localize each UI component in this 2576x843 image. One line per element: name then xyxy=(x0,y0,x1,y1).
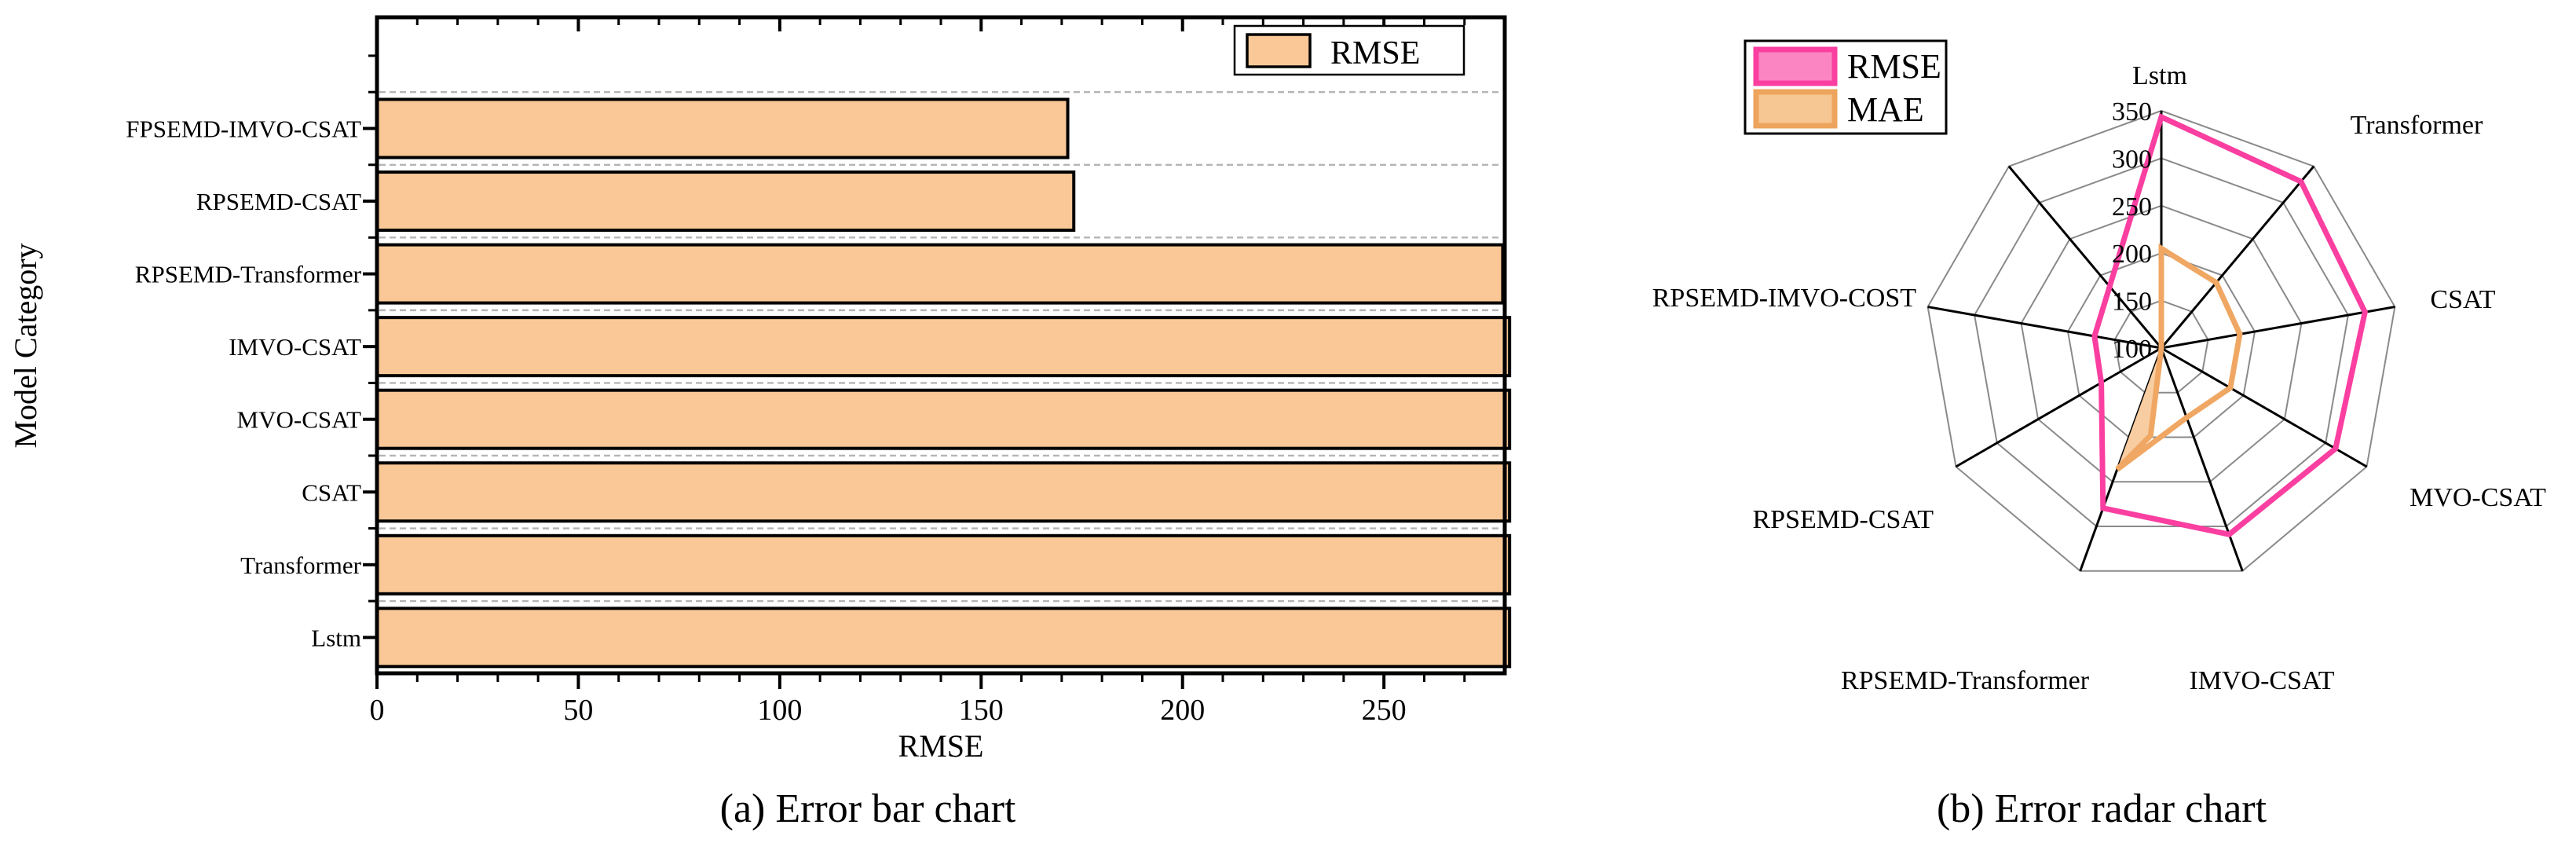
bar-xaxis-title: RMSE xyxy=(898,728,984,764)
rmse-bar xyxy=(375,461,1512,523)
radar-spoke xyxy=(2161,346,2368,468)
radar-category-label: CSAT xyxy=(2430,285,2495,314)
x-tick-label: 50 xyxy=(563,694,593,727)
bar-category-label: CSAT xyxy=(302,478,361,506)
bar-category-label: Transformer xyxy=(240,552,362,579)
radar-rtick-label: 250 xyxy=(2112,192,2152,222)
bar-category-label: Lstm xyxy=(311,624,361,651)
rmse-bar xyxy=(375,607,1512,669)
radar-legend-mae-label: MAE xyxy=(1847,90,1924,129)
bar-category-label: RPSEMD-CSAT xyxy=(196,188,361,215)
bar-plot-border xyxy=(375,15,1507,676)
radar-category-label: RPSEMD-CSAT xyxy=(1752,505,1934,534)
x-tick-label: 250 xyxy=(1362,694,1407,727)
radar-spoke xyxy=(1927,306,2162,350)
rmse-bar xyxy=(375,97,1070,159)
rmse-bar xyxy=(375,243,1505,305)
bar-category-label: RPSEMD-Transformer xyxy=(135,261,362,288)
radar-category-label: RPSEMD-Transformer xyxy=(1841,666,2090,695)
radar-legend-rmse-label: RMSE xyxy=(1847,47,1941,86)
radar-category-label: RPSEMD-IMVO-COST xyxy=(1652,284,1916,313)
x-tick-label: 0 xyxy=(370,694,385,727)
radar-rtick-label: 100 xyxy=(2112,335,2152,364)
rmse-bar xyxy=(375,170,1076,233)
radar-spoke xyxy=(2160,165,2315,349)
bar-legend-rmse-label: RMSE xyxy=(1330,35,1420,71)
bar-legend-rmse-swatch xyxy=(1246,33,1312,68)
radar-ring xyxy=(1974,157,2349,527)
radar-rtick-label: 150 xyxy=(2112,288,2152,317)
radar-spoke xyxy=(2007,165,2163,349)
radar-rtick-label: 350 xyxy=(2112,97,2152,126)
x-tick-label: 150 xyxy=(959,694,1004,727)
bar-category-label: IMVO-CSAT xyxy=(229,333,361,361)
bar-category-label: FPSEMD-IMVO-CSAT xyxy=(126,115,361,143)
rmse-line xyxy=(2091,113,2368,537)
rmse-bar xyxy=(375,388,1512,450)
rmse-bar xyxy=(375,533,1512,596)
radar-category-label: IMVO-CSAT xyxy=(2189,666,2334,695)
radar-rtick-label: 300 xyxy=(2112,145,2152,174)
rmse-bar xyxy=(375,316,1512,378)
mae-fill-wedge xyxy=(2117,348,2161,470)
generated-chart-layer: 0 50 100 150 200 250 FPSEMD-IMVO-CSAT RPSEMD-CS… xyxy=(126,15,2546,727)
bar-category-label: MVO-CSAT xyxy=(237,406,362,434)
radar-legend-mae-swatch xyxy=(1753,89,1838,129)
radar-category-label: Lstm xyxy=(2132,61,2187,90)
radar-ring xyxy=(1927,109,2396,572)
caption-a: (a) Error bar chart xyxy=(720,786,1016,831)
mae-line xyxy=(2115,243,2243,472)
radar-ring xyxy=(2113,299,2209,394)
radar-rtick-label: 200 xyxy=(2112,240,2152,269)
caption-b: (b) Error radar chart xyxy=(1937,786,2267,831)
radar-spoke xyxy=(1955,346,2162,468)
radar-category-label: MVO-CSAT xyxy=(2410,483,2546,512)
x-tick-label: 100 xyxy=(757,694,802,727)
bar-yaxis-title: Model Category xyxy=(8,243,43,448)
radar-category-label: Transformer xyxy=(2351,111,2483,140)
radar-ring xyxy=(2020,204,2303,483)
radar-legend-rmse-swatch xyxy=(1753,46,1838,86)
radar-spoke xyxy=(2161,306,2395,350)
x-tick-label: 200 xyxy=(1160,694,1205,727)
